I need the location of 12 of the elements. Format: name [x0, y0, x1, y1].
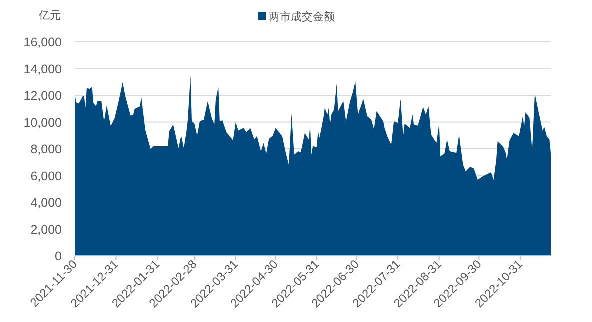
y-tick-label: 4,000 [30, 196, 62, 210]
y-tick-label: 6,000 [30, 169, 62, 184]
y-tick-label: 16,000 [24, 36, 62, 50]
y-tick-label: 12,000 [24, 89, 62, 103]
y-tick-label: 2,000 [30, 222, 62, 237]
legend-label: 两市成交金额 [269, 10, 335, 24]
y-axis-title: 亿元 [38, 10, 61, 22]
y-tick-label: 14,000 [24, 62, 62, 76]
y-tick-label: 8,000 [30, 142, 62, 156]
legend: 两市成交金额 [258, 12, 335, 24]
y-tick-label: 0 [55, 250, 62, 264]
y-tick-label: 10,000 [24, 116, 62, 130]
